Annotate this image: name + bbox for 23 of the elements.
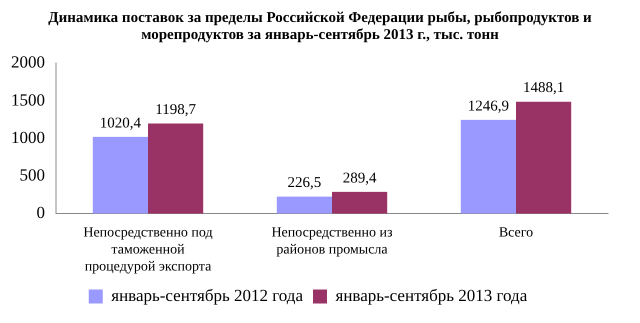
bar: [276, 196, 332, 214]
data-label: 1198,7: [155, 102, 196, 118]
y-tick-label: 1000: [11, 128, 45, 147]
x-tick-label: Непосредственно под таможенной процедурой экспорта: [83, 226, 213, 274]
legend-label: январь-сентябрь 2012 года: [111, 286, 304, 305]
data-label: 1246,9: [468, 98, 510, 114]
data-label: 289,4: [342, 170, 377, 186]
x-tick-label: Всего: [498, 226, 534, 241]
y-tick-label: 500: [20, 165, 45, 184]
bar: [148, 123, 204, 214]
bar: [332, 192, 388, 214]
y-tick-label: 1500: [11, 90, 45, 110]
bar: [516, 102, 572, 214]
data-label: 1488,1: [522, 80, 564, 96]
y-tick-label: 2000: [11, 52, 45, 72]
y-tick-label: 0: [36, 203, 45, 222]
chart-title: Динамика поставок за пределы Российской Федерации рыбы, рыбопродуктов и морепродуктов за январь-сентябрь 2013 г., тыс. тонн: [47, 9, 593, 45]
data-label: 226,5: [288, 175, 322, 192]
legend-label: январь-сентябрь 2013 года: [336, 286, 528, 305]
x-tick-label: Непосредственно из районов промысла: [271, 226, 394, 258]
bar: [460, 120, 516, 214]
data-label: 1020,4: [100, 115, 142, 132]
bar: [92, 136, 148, 214]
